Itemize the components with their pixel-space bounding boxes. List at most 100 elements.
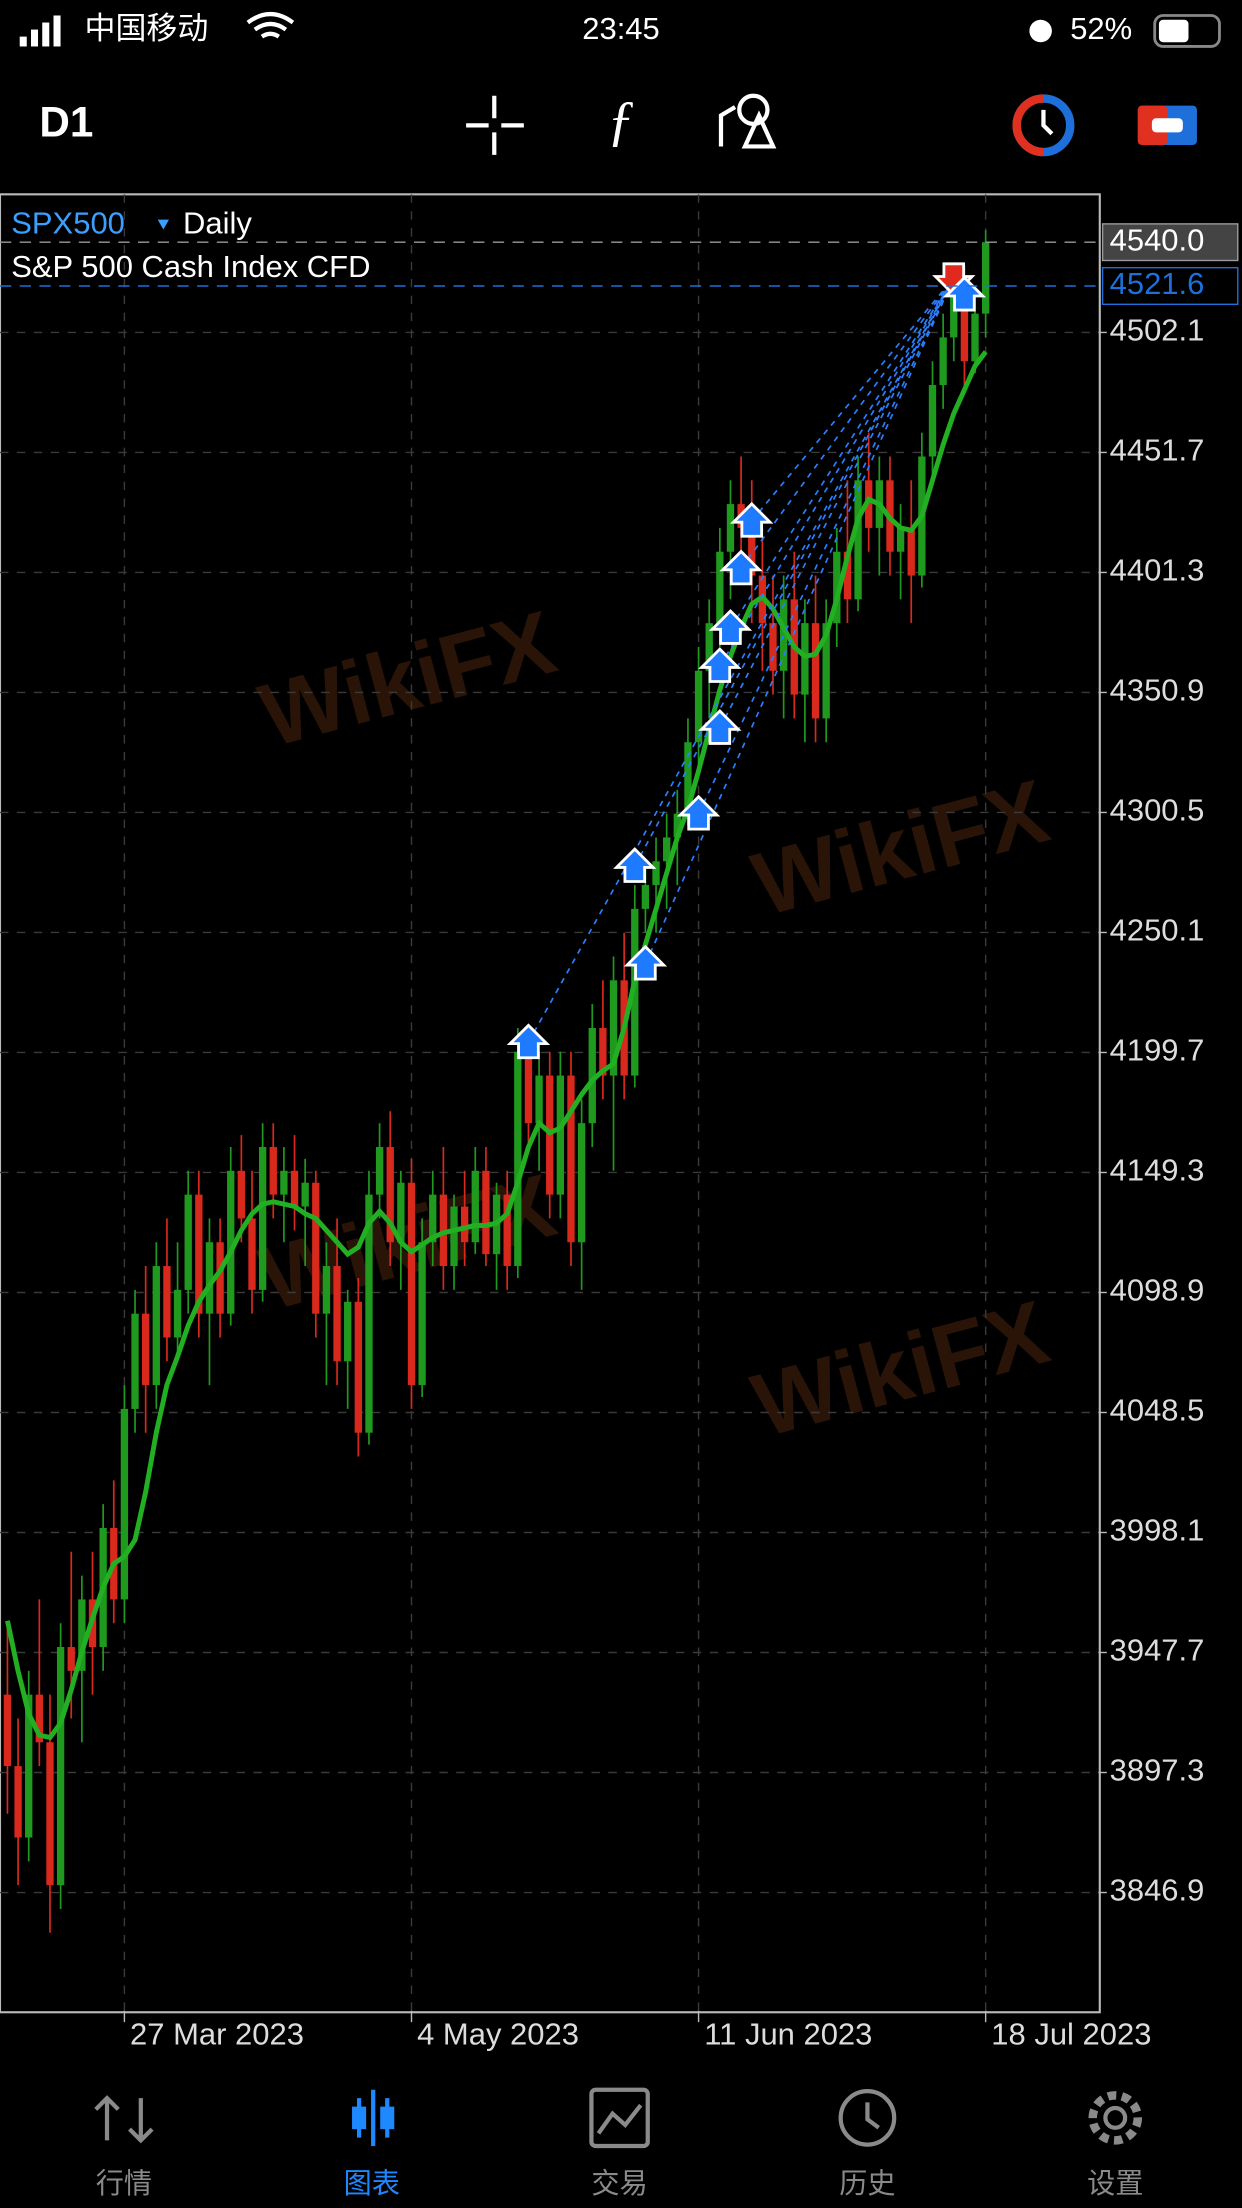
toolbar: D1 ƒ [39,91,1197,157]
candle-body [482,1170,490,1255]
buy-marker [730,501,774,538]
objects-icon[interactable] [718,105,777,149]
candle-body [312,1182,320,1314]
candle-body [939,337,947,386]
tab-bar: 行情 图表 交易 历史 设置 [94,2087,1143,2199]
trade-line [740,277,955,569]
y-tick-label: 4451.7 [1110,433,1205,468]
candle-body [227,1170,235,1314]
candle-body [460,1206,469,1243]
y-tick-label: 4401.3 [1110,553,1205,588]
trade-line [751,277,955,522]
candle-body [142,1313,150,1386]
x-tick-label: 4 May 2023 [417,2016,579,2051]
buy-marker [698,647,742,683]
y-tick-label: 3897.3 [1110,1753,1205,1788]
carrier: 中国移动 [84,11,208,46]
candle-body [354,1301,362,1433]
moving-average [5,350,988,1741]
trade-line [719,277,955,667]
x-tick-label: 27 Mar 2023 [130,2016,304,2051]
x-tick-label: 18 Jul 2023 [991,2016,1151,2051]
candle-body [716,551,724,624]
candle-body [3,1694,12,1767]
candle-body [567,1075,575,1243]
candle-body [301,1182,309,1207]
trade-line [634,277,955,867]
buy-marker [708,609,753,645]
tab-label[interactable]: 设置 [1087,2168,1143,2199]
candle-body [120,1408,129,1600]
candle-body [269,1146,277,1195]
candle-body [588,1027,596,1124]
candle-body [769,623,777,671]
candle-body [365,1194,373,1433]
candle-body [524,1051,533,1124]
tab-label[interactable]: 历史 [839,2168,895,2199]
trade-line [644,277,955,965]
candle-body [280,1170,288,1195]
candle-body [960,289,969,362]
candle-body [503,1194,511,1267]
candle-body [514,1051,522,1267]
period: Daily [183,205,252,240]
candle-body [833,551,841,624]
candle-body [248,1218,256,1290]
indicator-icon[interactable]: ƒ [607,91,635,153]
candle-body [205,1242,214,1314]
status-bar: 中国移动 23:45 52% [19,11,1221,48]
buy-marker [719,549,763,586]
candle-body [35,1694,44,1743]
tab-label[interactable]: 图表 [344,2168,400,2199]
candle-body [907,527,915,576]
price-tag [1101,266,1239,306]
candle-body [56,1647,65,1886]
plot-frame [0,193,1101,2014]
watermark: WikiFX [743,1282,1059,1457]
price-label: 4521.6 [1110,266,1205,301]
candle-body [748,527,756,576]
tab-label[interactable]: 行情 [96,2168,152,2199]
crosshair-icon[interactable] [466,95,524,155]
candle-body [450,1206,458,1267]
candle-body [663,837,671,862]
price-tag [1101,223,1239,262]
candle-body [344,1301,352,1362]
candle-body [928,385,937,457]
battery-level: 52% [1070,11,1132,46]
candle-body [333,1266,341,1362]
price-label: 4540.0 [1110,222,1205,257]
buy-marker [613,847,657,883]
candle-body [471,1170,479,1243]
candle-body [397,1182,405,1243]
candle-body [971,313,979,362]
y-tick-label: 4098.9 [1110,1273,1205,1308]
candle-body [216,1242,224,1314]
trade-line [729,277,955,629]
candle-body [705,623,713,671]
y-tick-label: 4250.1 [1110,913,1205,948]
candle-body [258,1146,267,1290]
y-tick-label: 4199.7 [1110,1033,1205,1068]
symbol[interactable]: SPX500 [11,205,125,240]
timeframe[interactable]: D1 [39,98,93,145]
candle-body [577,1123,586,1243]
buy-marker [506,1023,551,1060]
candle-body [46,1742,54,1886]
y-tick-label: 4300.5 [1110,793,1205,828]
clock: 23:45 [582,11,660,46]
candle-body [67,1647,75,1671]
candle-body [896,527,905,552]
candle-body [163,1266,171,1338]
candle-body [386,1146,394,1243]
buy-marker [676,794,721,831]
chart: WikiFXWikiFXWikiFXWikiFX4502.14451.74401… [0,194,1239,2051]
candle-body [609,980,618,1076]
tab-label[interactable]: 交易 [591,2168,647,2199]
candle-body [152,1266,160,1386]
y-tick-label: 3947.7 [1110,1633,1205,1668]
candle-body [407,1182,416,1386]
candle-body [779,599,788,671]
